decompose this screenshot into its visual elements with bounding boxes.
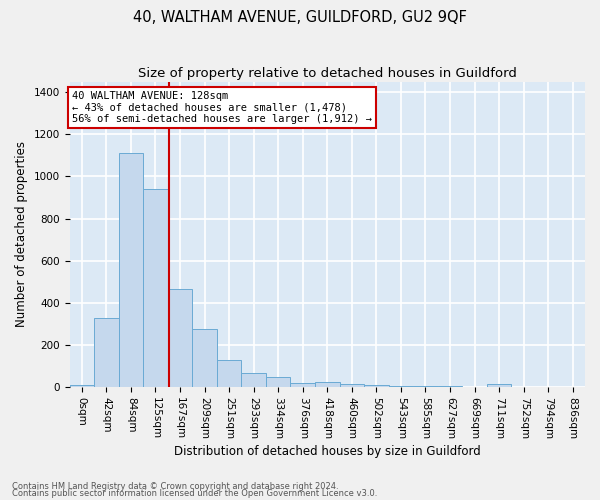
Title: Size of property relative to detached houses in Guildford: Size of property relative to detached ho…	[138, 68, 517, 80]
Bar	[217, 360, 241, 387]
Text: 40, WALTHAM AVENUE, GUILDFORD, GU2 9QF: 40, WALTHAM AVENUE, GUILDFORD, GU2 9QF	[133, 10, 467, 25]
Text: Contains public sector information licensed under the Open Government Licence v3: Contains public sector information licen…	[12, 489, 377, 498]
Bar	[340, 384, 364, 387]
Bar	[94, 318, 119, 387]
Bar	[70, 385, 94, 387]
Bar	[389, 386, 413, 387]
X-axis label: Distribution of detached houses by size in Guildford: Distribution of detached houses by size …	[174, 444, 481, 458]
Bar	[315, 382, 340, 387]
Y-axis label: Number of detached properties: Number of detached properties	[15, 142, 28, 328]
Bar	[413, 386, 438, 387]
Bar	[438, 386, 462, 387]
Bar	[143, 189, 168, 387]
Bar	[119, 154, 143, 387]
Text: 40 WALTHAM AVENUE: 128sqm
← 43% of detached houses are smaller (1,478)
56% of se: 40 WALTHAM AVENUE: 128sqm ← 43% of detac…	[72, 91, 372, 124]
Bar	[266, 377, 290, 387]
Bar	[168, 289, 192, 387]
Bar	[290, 383, 315, 387]
Bar	[192, 329, 217, 387]
Bar	[241, 374, 266, 387]
Bar	[487, 384, 511, 387]
Bar	[364, 385, 389, 387]
Text: Contains HM Land Registry data © Crown copyright and database right 2024.: Contains HM Land Registry data © Crown c…	[12, 482, 338, 491]
